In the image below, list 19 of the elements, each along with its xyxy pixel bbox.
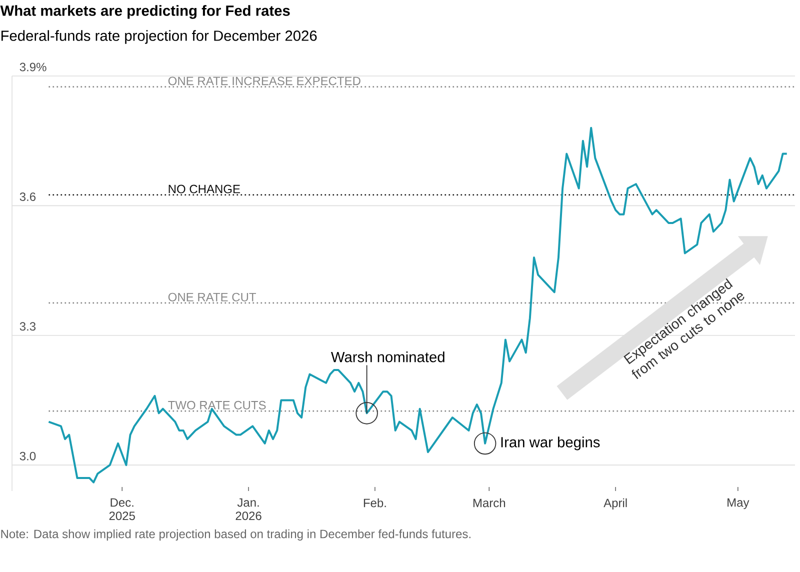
x-tick-label: Dec. 2025 (109, 498, 135, 520)
y-tick-label: 3.6 (20, 192, 36, 201)
ref-line-label: TWO RATE CUTS (168, 400, 266, 410)
x-tick-label: April (604, 498, 627, 510)
y-tick-label: 3.0 (20, 452, 36, 460)
y-tick-label: 3.3 (20, 322, 36, 331)
ref-line-label: ONE RATE INCREASE EXPECTED (168, 76, 360, 86)
x-tick-label: May (728, 498, 750, 510)
text: Note: Data show implied rate projection based on trading in December fed-funds futures. (1, 529, 470, 541)
chart-title: What markets are predicting for Fed rates (0, 5, 290, 19)
annotation: Iran war begins (501, 436, 600, 450)
chart-subtitle: Federal-funds rate projection for December 2026 (1, 30, 317, 44)
x-tick-label: Feb. (364, 498, 386, 508)
x-tick-label: Jan. 2026 (236, 498, 262, 520)
ref-line-label: ONE RATE CUT (168, 292, 256, 302)
y-tick-label: 3.9% (20, 62, 46, 72)
x-tick-label: March (473, 498, 506, 508)
annotation: Warsh nominated (331, 351, 444, 362)
ref-line-label: NO CHANGE (168, 184, 240, 194)
